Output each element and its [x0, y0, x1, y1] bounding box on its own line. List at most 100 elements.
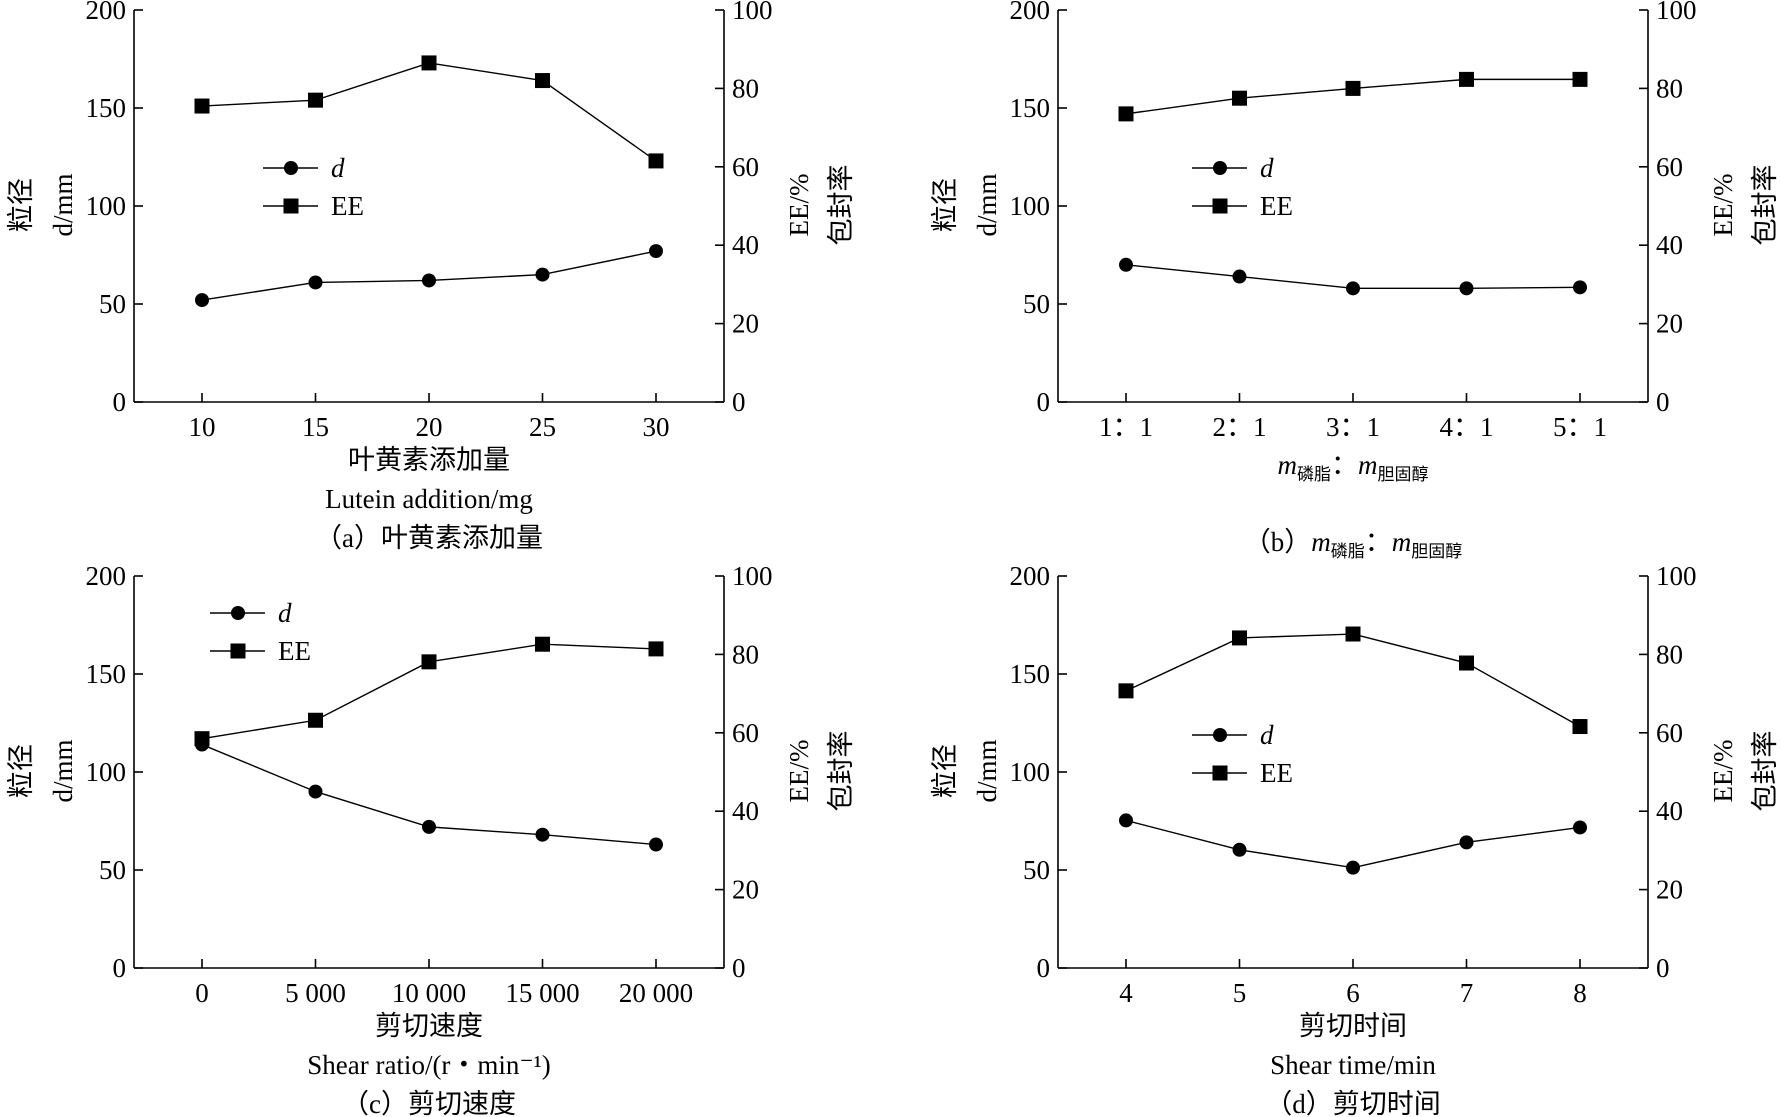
data-point-d	[1573, 820, 1587, 835]
x-axis-title: m磷脂：m胆固醇	[1278, 450, 1429, 484]
right-tick-label: 20	[1656, 309, 1683, 339]
legend-square-marker	[230, 643, 246, 659]
x-label-sub1: 磷脂	[1297, 465, 1331, 484]
caption: （a）叶黄素添加量	[315, 523, 543, 553]
caption-prefix: （b）	[1244, 527, 1312, 557]
right-tick-label: 60	[732, 152, 759, 182]
right-tick-label: 100	[732, 561, 773, 591]
left-tick-label: 200	[86, 0, 127, 25]
right-tick-label: 20	[1656, 875, 1683, 905]
left-tick-label: 0	[1037, 387, 1051, 417]
x-tick-label: 1：1	[1099, 412, 1153, 442]
left-tick-label: 150	[1010, 93, 1051, 123]
x-tick-label: 25	[529, 412, 556, 442]
data-point-ee	[535, 73, 550, 89]
data-point-ee	[1232, 630, 1247, 646]
right-tick-label: 40	[732, 230, 759, 260]
right-axis-title-cn: 包封率	[1750, 165, 1780, 246]
x-label-sep: ：	[1331, 450, 1358, 480]
data-point-d	[1232, 842, 1247, 857]
x-tick-label: 0	[195, 978, 209, 1008]
data-point-ee	[308, 712, 323, 728]
x-tick-label: 15	[302, 412, 329, 442]
chart-panel-c: 0 50 100 150 200 0 20 40 60 80 100 0 5 000 10 000 15 0…	[6, 561, 856, 1117]
right-tick-label: 20	[732, 309, 759, 339]
right-axis-title-unit: EE/%	[1708, 740, 1738, 803]
legend-square-marker	[283, 198, 299, 214]
legend-label: EE	[1260, 758, 1293, 788]
caption-text: 剪切速度	[408, 1089, 516, 1117]
left-tick-label: 50	[99, 855, 126, 885]
data-point-d	[1346, 860, 1360, 875]
right-axis-title-cn: 包封率	[826, 731, 856, 812]
data-point-d	[649, 837, 663, 852]
legend-label: d	[1260, 153, 1274, 183]
right-tick-label: 100	[732, 0, 773, 25]
data-point-d	[1346, 281, 1360, 296]
data-point-d	[1119, 813, 1133, 828]
caption-text: 剪切时间	[1333, 1089, 1441, 1117]
right-tick-label: 0	[732, 953, 746, 983]
data-point-ee	[421, 654, 437, 670]
x-tick-label: 5 000	[285, 978, 346, 1008]
chart-panel-d: 0 50 100 150 200 0 20 40 60 80 100 4 5 6 7 8 粒径 d/mm EE/% 包…	[930, 561, 1780, 1117]
data-point-ee	[1345, 626, 1361, 642]
data-point-ee	[194, 731, 210, 747]
data-point-d	[1459, 835, 1474, 850]
data-point-d	[1119, 257, 1133, 272]
series-line-ee	[1125, 633, 1581, 728]
right-tick-label: 100	[1656, 561, 1697, 591]
right-tick-label: 60	[732, 718, 759, 748]
caption: （d）剪切时间	[1265, 1089, 1441, 1117]
data-point-d	[1232, 269, 1247, 284]
legend-label: d	[278, 598, 292, 628]
left-tick-label: 0	[1037, 953, 1051, 983]
data-point-ee	[421, 55, 437, 71]
x-label-m1: m	[1311, 527, 1331, 557]
left-axis-title-unit: d/mm	[972, 173, 1002, 236]
legend-square-marker	[1212, 198, 1228, 214]
x-tick-label: 2：1	[1213, 412, 1267, 442]
right-tick-label: 0	[1656, 953, 1670, 983]
x-axis-title-cn: 剪切时间	[1299, 1011, 1407, 1041]
right-tick-label: 100	[1656, 0, 1697, 25]
left-axis-title-cn: 粒径	[930, 178, 960, 232]
right-tick-label: 40	[1656, 796, 1683, 826]
left-axis-title-unit: d/mm	[48, 173, 78, 236]
legend-label: d	[331, 153, 345, 183]
x-axis-title-cn: 叶黄素添加量	[348, 445, 510, 475]
data-point-d	[195, 293, 209, 308]
right-tick-label: 40	[732, 796, 759, 826]
data-point-ee	[1232, 90, 1247, 106]
left-tick-label: 100	[1010, 757, 1051, 787]
left-tick-label: 200	[86, 561, 127, 591]
x-tick-label: 6	[1346, 978, 1360, 1008]
data-point-d	[1573, 280, 1587, 295]
x-tick-label: 5：1	[1553, 412, 1607, 442]
x-label-m2: m	[1358, 450, 1378, 480]
caption: （c）剪切速度	[342, 1089, 516, 1117]
data-point-ee	[308, 92, 323, 108]
legend-circle-marker	[1213, 728, 1227, 742]
data-point-ee	[1572, 71, 1588, 87]
left-tick-label: 100	[86, 757, 127, 787]
left-tick-label: 150	[1010, 659, 1051, 689]
x-tick-label: 20	[416, 412, 443, 442]
right-tick-label: 60	[1656, 152, 1683, 182]
data-point-ee	[1345, 80, 1361, 96]
data-point-ee	[1459, 655, 1474, 671]
data-point-d	[535, 267, 550, 282]
legend-circle-marker	[1213, 161, 1227, 175]
left-tick-label: 50	[1023, 855, 1050, 885]
left-axis-title-unit: d/mm	[48, 739, 78, 802]
left-axis-title-cn: 粒径	[930, 744, 960, 798]
left-tick-label: 0	[113, 953, 127, 983]
left-tick-label: 150	[86, 659, 127, 689]
data-point-ee	[1118, 106, 1134, 122]
left-tick-label: 100	[86, 191, 127, 221]
left-tick-label: 100	[1010, 191, 1051, 221]
data-point-ee	[194, 98, 210, 114]
x-tick-label: 8	[1573, 978, 1587, 1008]
x-tick-label: 5	[1233, 978, 1247, 1008]
